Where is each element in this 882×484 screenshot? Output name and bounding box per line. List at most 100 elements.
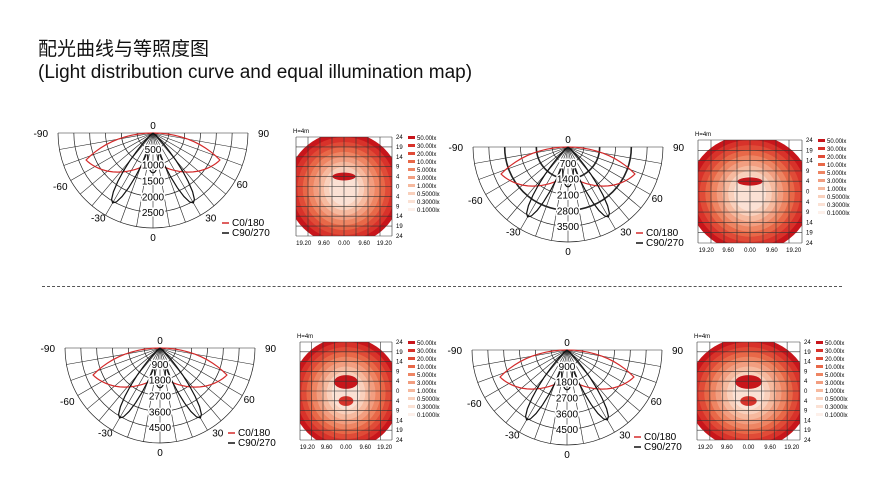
legend-label: 0.3000lx (825, 405, 848, 411)
x-axis-label: 0.00 (743, 445, 755, 451)
legend-label: 20.00lx (827, 155, 846, 161)
polar-spoke (519, 349, 568, 433)
polar-spoke (152, 132, 247, 150)
legend-label: 30.00lx (825, 349, 844, 355)
polar-spoke (159, 347, 177, 442)
y-axis-label: 4 (396, 194, 400, 200)
x-axis-label: 19.20 (377, 241, 393, 247)
x-axis-label: 9.60 (721, 445, 733, 451)
y-axis-label: 24 (806, 138, 813, 144)
polar-spoke (80, 132, 154, 195)
ring-label: 2000 (142, 192, 165, 203)
x-axis-label: 19.20 (300, 445, 316, 451)
legend-label: 0.1000lx (417, 208, 440, 214)
legend-swatch (408, 136, 415, 139)
angle-label-left30: -30 (505, 430, 520, 441)
polar-spoke (566, 349, 661, 367)
polar-spoke (152, 132, 236, 181)
polar-spoke (59, 132, 154, 150)
title-chinese: 配光曲线与等照度图 (38, 38, 210, 60)
polar-spoke (159, 347, 208, 431)
y-axis-label: 14 (804, 360, 811, 366)
polar-spoke (566, 349, 584, 444)
legend-swatch (408, 341, 415, 344)
legend-swatch (408, 144, 415, 147)
angle-label-left90: -90 (449, 143, 464, 154)
ring-label: 1000 (142, 161, 165, 172)
polar-spoke (63, 132, 154, 166)
legend-swatch (408, 357, 415, 360)
c0-180-curve (499, 349, 635, 390)
ring-label: 3500 (557, 222, 580, 233)
polar-spoke (136, 132, 154, 227)
height-label: H=4m (694, 334, 710, 340)
legend-label: 0.5000lx (827, 195, 850, 201)
c0-180-curve (92, 347, 228, 388)
y-axis-label: 14 (806, 159, 813, 165)
legend-label: 0.1000lx (827, 211, 850, 217)
legend-label: 3.000lx (417, 176, 436, 182)
polar-spoke (566, 349, 615, 433)
legend-label: 50.00lx (827, 139, 846, 145)
legend-label: 3.000lx (417, 381, 436, 387)
legend-swatch (408, 192, 415, 195)
angle-label-left30: -30 (506, 227, 521, 238)
legend-label: 0.3000lx (827, 203, 850, 209)
y-axis-label: 19 (396, 224, 403, 230)
legend-swatch (816, 413, 823, 416)
y-axis-label: 19 (804, 350, 811, 356)
x-axis-label: 19.20 (377, 445, 393, 451)
dashed-divider (42, 286, 842, 287)
legend-label: 10.00lx (825, 365, 844, 371)
polar-curve-4: 900 1800 2700 3600 4500 -90 90 -60 60 -30 30 0 0 C0/1… (448, 338, 684, 461)
angle-label-right30: 30 (620, 227, 632, 238)
legend-label: 20.00lx (417, 152, 436, 158)
polar-spoke (91, 132, 154, 206)
polar-spoke (87, 347, 161, 410)
legend-swatch (408, 365, 415, 368)
y-axis-label: 9 (396, 204, 400, 210)
y-axis-label: 4 (804, 379, 808, 385)
y-axis-label: 19 (804, 428, 811, 434)
polar-curve-3: 900 1800 2700 3600 4500 -90 90 -60 60 -30 30 0 0 C0/1… (41, 336, 277, 459)
legend-swatch (408, 389, 415, 392)
y-axis-label: 24 (804, 340, 811, 346)
legend-label: C0/180 (644, 432, 677, 443)
legend-label: 20.00lx (417, 357, 436, 363)
ring-label: 3600 (149, 407, 172, 418)
x-axis-label: 19.20 (698, 445, 714, 451)
ring-label: 2700 (149, 392, 172, 403)
ring-label: 4500 (556, 425, 579, 436)
legend-label: 0.1000lx (825, 413, 848, 419)
legend-swatch (816, 357, 823, 360)
legend-label: 50.00lx (417, 136, 436, 142)
legend-label: C0/180 (646, 228, 679, 239)
x-axis-label: 0.00 (744, 248, 756, 254)
ring-label: 4500 (149, 423, 172, 434)
polar-spoke (567, 146, 601, 237)
polar-spoke (566, 349, 629, 423)
polar-spoke (485, 146, 569, 195)
ring-label: 1500 (142, 177, 165, 188)
legend-swatch (408, 381, 415, 384)
c0-180-curve (500, 146, 636, 187)
ring-label: 900 (559, 362, 576, 373)
legend-swatch (408, 373, 415, 376)
y-axis-label: 14 (806, 220, 813, 226)
y-axis-label: 0 (804, 389, 808, 395)
polar-spoke (567, 146, 651, 195)
legend-swatch (408, 200, 415, 203)
title-english: (Light distribution curve and equal illu… (38, 62, 473, 83)
y-axis-label: 24 (396, 234, 403, 240)
polar-spoke (152, 132, 215, 206)
legend-label: C90/270 (232, 228, 270, 239)
polar-spoke (70, 132, 154, 181)
legend-swatch (816, 381, 823, 384)
legend-label: 10.00lx (827, 163, 846, 169)
angle-label-bottom0: 0 (157, 448, 163, 459)
polar-spoke (474, 146, 569, 164)
height-label: H=4m (297, 334, 313, 340)
